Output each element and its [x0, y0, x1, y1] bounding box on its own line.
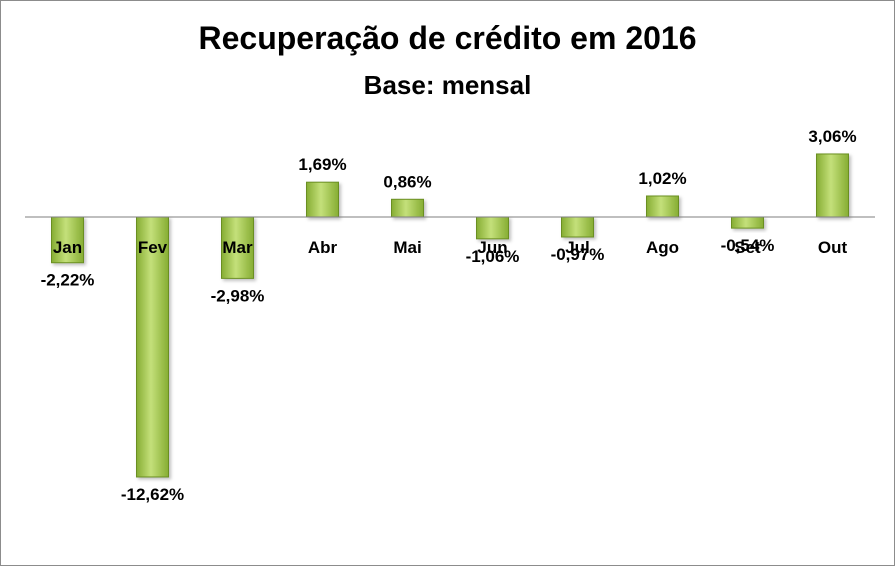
category-label-jul: Jul: [565, 238, 590, 257]
data-label-mar: -2,98%: [211, 286, 265, 305]
chart-title: Recuperação de crédito em 2016: [198, 20, 697, 56]
data-label-jan: -2,22%: [41, 271, 95, 290]
data-label-ago: 1,02%: [638, 169, 686, 188]
data-label-set: -0,54%: [721, 236, 775, 255]
data-labels: -2,22% -12,62% -2,98% 1,69% 0,86% -1,06% -0,97…: [41, 127, 857, 504]
category-label-abr: Abr: [308, 238, 338, 257]
bar-abr: [306, 181, 339, 218]
bar-out: [816, 153, 849, 218]
bar-fev: [136, 216, 169, 478]
category-label-jan: Jan: [53, 238, 82, 257]
bar-jun: [476, 216, 509, 240]
category-label-out: Out: [818, 238, 848, 257]
category-label-ago: Ago: [646, 238, 679, 257]
bar-ago: [646, 195, 679, 218]
category-label-mar: Mar: [222, 238, 253, 257]
bars-group: [51, 153, 849, 478]
category-label-jun: Jun: [477, 238, 507, 257]
data-label-jun: -1,06%: [466, 247, 520, 266]
data-label-abr: 1,69%: [298, 155, 346, 174]
data-label-jul: -0,97%: [551, 245, 605, 264]
data-label-mai: 0,86%: [383, 172, 431, 191]
category-label-fev: Fev: [138, 238, 168, 257]
category-label-set: Set: [734, 238, 761, 257]
bar-jan: [51, 216, 84, 264]
chart-subtitle: Base: mensal: [363, 70, 532, 100]
data-label-out: 3,06%: [808, 127, 856, 146]
data-label-fev: -12,62%: [121, 485, 184, 504]
bar-mai: [391, 198, 424, 218]
bar-jul: [561, 216, 594, 238]
category-label-mai: Mai: [393, 238, 421, 257]
bar-set: [731, 216, 764, 229]
category-labels: Jan Fev Mar Abr Mai Jun Jul Ago Set Out: [53, 238, 848, 257]
